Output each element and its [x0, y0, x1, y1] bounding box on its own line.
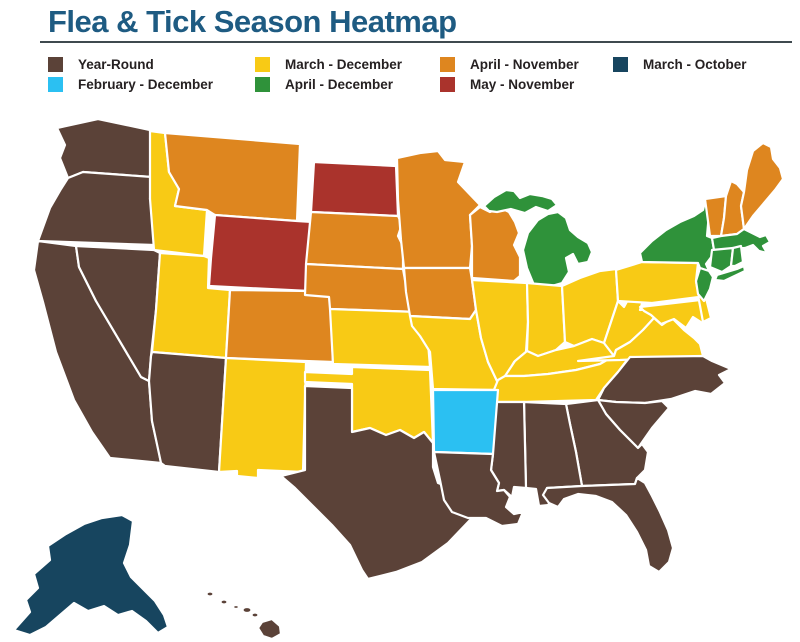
state-wisconsin[interactable]	[468, 205, 522, 283]
legend-item-april-november: April - November	[440, 54, 613, 74]
legend-item-year-round: Year-Round	[48, 54, 255, 74]
state-montana[interactable]	[163, 131, 302, 223]
state-new-york-long-island[interactable]	[713, 264, 747, 283]
legend-swatch-may-november	[440, 76, 455, 92]
state-arizona[interactable]	[147, 350, 228, 474]
legend-item-may-november: May - November	[440, 74, 613, 94]
state-washington[interactable]	[55, 117, 154, 180]
legend-swatch-march-december	[255, 56, 270, 72]
state-florida[interactable]	[541, 476, 675, 574]
state-maine[interactable]	[739, 141, 785, 231]
state-wyoming[interactable]	[207, 213, 315, 293]
state-new-mexico[interactable]	[217, 356, 308, 480]
state-connecticut[interactable]	[708, 246, 735, 274]
state-north-carolina[interactable]	[596, 354, 733, 405]
state-alaska[interactable]	[12, 513, 170, 637]
legend: Year-Round February - December March - D…	[48, 54, 800, 94]
legend-label: April - November	[470, 56, 579, 72]
state-south-dakota[interactable]	[304, 210, 405, 271]
legend-label: Year-Round	[78, 56, 154, 72]
state-oregon[interactable]	[36, 170, 162, 247]
legend-label: February - December	[78, 76, 214, 92]
us-map	[12, 117, 785, 641]
state-north-dakota[interactable]	[309, 160, 400, 218]
title-divider	[40, 41, 792, 43]
state-new-jersey[interactable]	[694, 266, 715, 303]
legend-label: May - November	[470, 76, 575, 92]
state-hawaii[interactable]	[205, 590, 283, 641]
state-arkansas[interactable]	[431, 388, 500, 456]
legend-label: March - October	[643, 56, 747, 72]
state-minnesota[interactable]	[395, 149, 482, 270]
state-pennsylvania[interactable]	[614, 260, 701, 305]
state-colorado[interactable]	[224, 288, 335, 364]
state-michigan-lower-peninsula[interactable]	[521, 210, 594, 289]
page-title: Flea & Tick Season Heatmap	[48, 4, 457, 39]
state-massachusetts[interactable]	[710, 227, 772, 255]
legend-item-march-october: March - October	[613, 54, 800, 74]
state-rhode-island[interactable]	[729, 244, 745, 268]
legend-item-february-december: February - December	[48, 74, 255, 94]
legend-label: April - December	[285, 76, 394, 92]
legend-label: March - December	[285, 56, 403, 72]
legend-swatch-year-round	[48, 56, 63, 72]
header: Flea & Tick Season Heatmap	[0, 0, 800, 40]
legend-item-april-december: April - December	[255, 74, 440, 94]
state-michigan-upper-peninsula[interactable]	[482, 188, 559, 215]
legend-swatch-april-november	[440, 56, 455, 72]
state-louisiana[interactable]	[432, 450, 525, 528]
legend-swatch-february-december	[48, 76, 63, 92]
legend-item-march-december: March - December	[255, 54, 440, 74]
state-new-york[interactable]	[638, 196, 716, 273]
legend-swatch-march-october	[613, 56, 628, 72]
state-iowa[interactable]	[402, 266, 478, 321]
state-indiana[interactable]	[525, 281, 567, 358]
legend-swatch-april-december	[255, 76, 270, 92]
